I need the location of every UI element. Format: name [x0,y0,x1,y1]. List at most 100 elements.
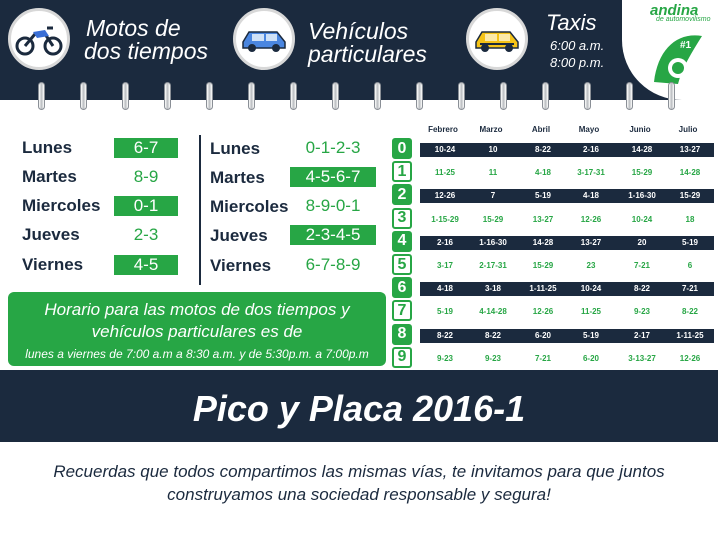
month-header: Julio [678,125,698,134]
table-cell: 8-22 [436,330,453,340]
vehiculos-title-line2: particulares [308,41,427,67]
table-cell: 15-29 [532,261,554,270]
table-cell: 13-27 [679,145,701,154]
table-cell: 1-11-25 [676,330,704,340]
table-row: 11-25 11 4-18 3-17-31 15-29 14-28 [420,166,714,180]
table-row: 12-26 7 5-19 4-18 1-16-30 15-29 [420,189,714,204]
plate-digit-badge: 9 [392,346,412,368]
logo-badge: #1 [680,40,692,51]
table-cell: 5-19 [582,330,599,340]
vehiculos-day-label: Viernes [210,256,272,275]
schedule-line3: lunes a viernes de 7:00 a.m a 8:30 a.m. … [25,347,369,361]
table-cell: 13-27 [580,237,602,247]
table-cell: 6-20 [534,330,551,340]
table-cell: 15-29 [679,191,701,201]
ring [122,82,129,110]
ring [626,82,633,110]
plate-digit-badge: 1 [392,161,412,183]
table-cell: 5-19 [534,191,551,201]
andina-logo: andina de automovilismo #1 [622,0,718,100]
plate-digit-badge: 4 [392,230,412,252]
table-cell: 20 [637,237,647,247]
motorcycle-icon [8,8,70,70]
ring [668,82,675,110]
vehiculos-title-line1: Vehículos [308,18,409,44]
ring [332,82,339,110]
table-cell: 5-19 [436,307,453,317]
vehiculos-day-label: Miercoles [210,197,289,216]
logo-subtitle: de automovilismo [656,16,711,23]
table-cell: 3-18 [484,284,501,294]
motos-title-line2: dos tiempos [84,38,209,64]
table-row: 4-18 3-18 1-11-25 10-24 8-22 7-21 [420,282,714,297]
schedule-line2: vehículos particulares es de [91,322,303,341]
plate-digit-badge: 2 [392,184,412,206]
month-header: Abril [531,125,551,134]
month-header: Marzo [479,125,503,134]
column-divider [199,135,201,285]
footer-line2: construyamos una sociedad responsable y … [167,485,551,504]
taxis-title: Taxis [546,10,597,35]
table-cell: 9-23 [484,353,501,363]
ring [458,82,465,110]
logo-emblem: #1 [654,35,702,84]
table-cell: 1-16-30 [479,237,507,247]
month-header: Febrero [428,125,458,134]
table-cell: 5-19 [681,237,698,247]
ring [290,82,297,110]
motos-plate-digits: 0-1 [114,196,178,216]
motos-day-label: Miercoles [22,196,101,215]
vehiculos-day-label: Jueves [210,226,268,245]
table-cell: 7-21 [633,261,650,270]
motos-day-label: Jueves [22,225,80,244]
table-cell: 3-17 [436,261,453,270]
table-cell: 9-23 [436,353,453,363]
table-cell: 1-11-25 [529,284,557,294]
ring [500,82,507,110]
table-cell: 8-22 [681,307,698,317]
ring [248,82,255,110]
table-cell: 11 [488,168,498,178]
table-cell: 10-24 [580,284,602,294]
motos-plate-digits: 2-3 [133,225,159,244]
ring [38,82,45,110]
vehiculos-plate-digits: 8-9-0-1 [305,196,361,215]
motos-day-label: Lunes [22,138,73,157]
table-cell: 14-28 [679,168,701,178]
month-header: Junio [629,125,651,134]
plate-digit-badge: 8 [392,323,412,345]
logo-brand: andina [650,2,699,19]
page-title: Pico y Placa 2016-1 [192,388,526,429]
table-row: 5-19 4-14-28 12-26 11-25 9-23 8-22 [420,305,714,319]
schedule-box: Horario para las motos de dos tiempos y … [8,292,386,366]
car-icon [233,8,295,70]
table-cell: 8-22 [534,145,551,154]
plate-digit-badge: 7 [392,300,412,322]
vehiculos-plate-digits: 4-5-6-7 [290,167,376,187]
table-cell: 3-17-31 [577,168,605,178]
ring [416,82,423,110]
table-row: 1-15-29 15-29 13-27 12-26 10-24 18 [420,213,714,227]
table-cell: 1-16-30 [628,191,656,201]
table-cell: 14-28 [532,237,554,247]
table-cell: 4-14-28 [479,307,507,317]
vehiculos-plate-digits: 0-1-2-3 [305,138,361,157]
schedule-line1: Horario para las motos de dos tiempos y [44,300,350,319]
vehiculos-day-label: Lunes [210,139,261,158]
table-cell: 10 [488,145,498,154]
ring [542,82,549,110]
table-cell: 18 [685,214,695,224]
table-row: 10-24 10 8-22 2-16 14-28 13-27 [420,143,714,157]
taxi-icon [466,8,528,70]
table-cell: 2-17-31 [479,261,507,270]
motos-day-label: Viernes [22,255,84,274]
taxis-time-end: 8:00 p.m. [550,55,605,70]
table-row: 8-22 8-22 6-20 5-19 2-17 1-11-25 [420,328,714,343]
table-cell: 12-26 [434,191,456,201]
table-cell: 2-17 [633,330,650,340]
table-cell: 11-25 [434,168,456,178]
table-cell: 12-26 [679,353,701,363]
table-cell: 23 [586,261,596,270]
motos-plate-digits: 8-9 [133,167,159,186]
ring [374,82,381,110]
